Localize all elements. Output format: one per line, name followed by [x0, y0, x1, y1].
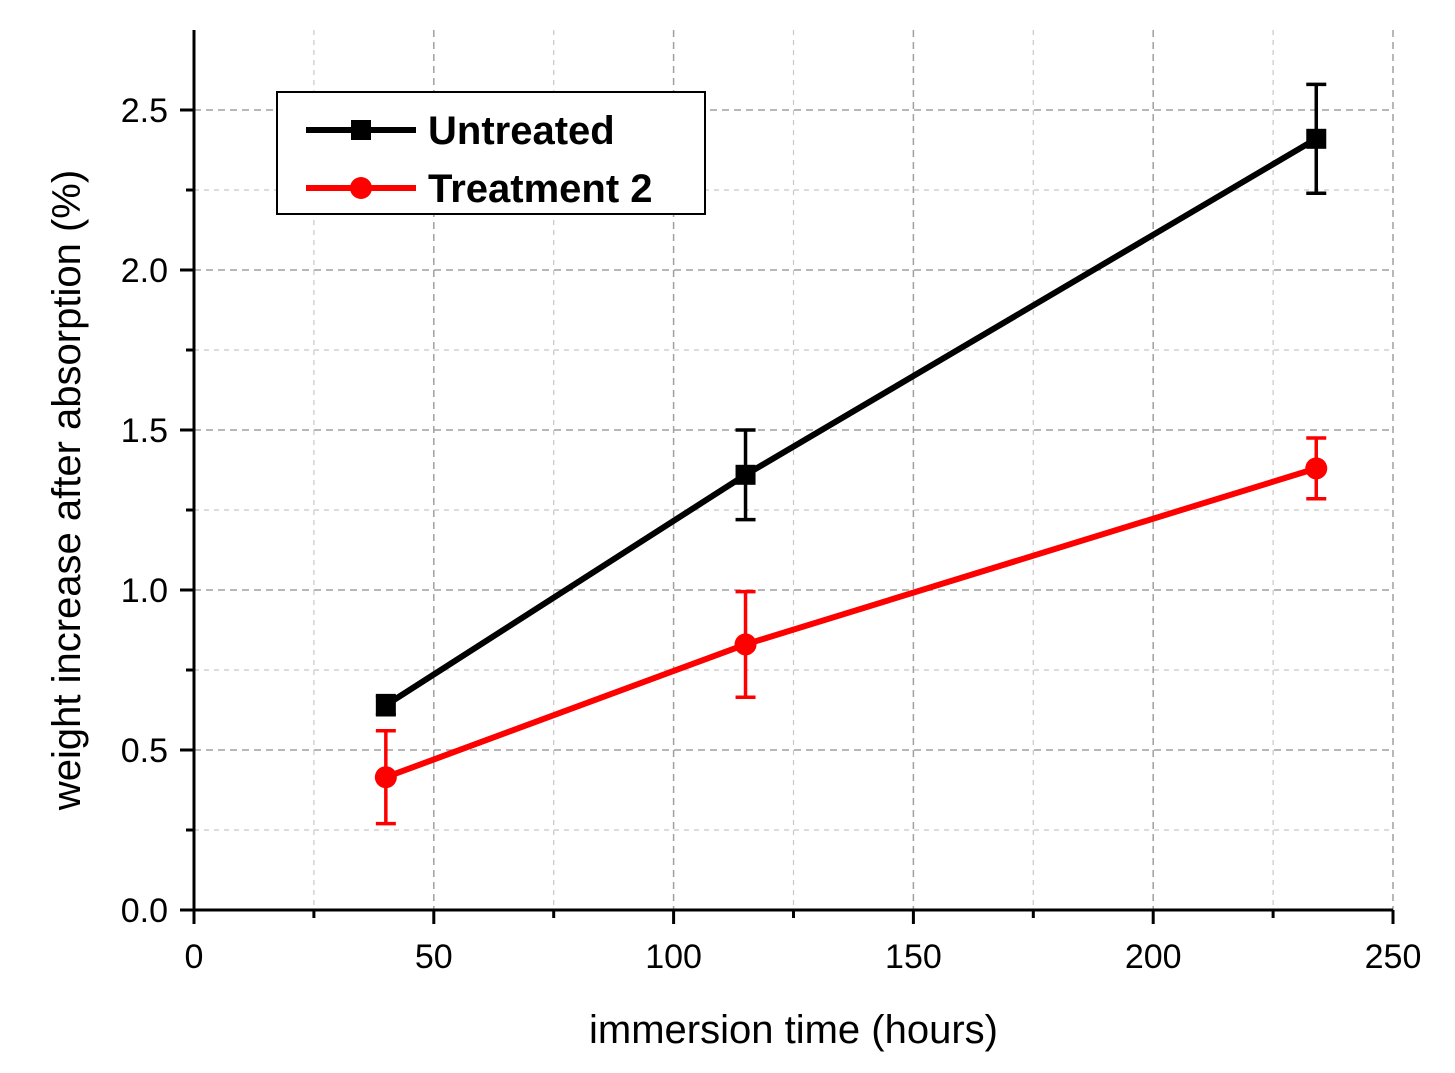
y-axis-title: weight increase after absorption (%) [45, 170, 89, 811]
y-tick-label: 1.0 [121, 572, 168, 610]
y-tick-label: 0.0 [121, 892, 168, 930]
axes: 0 50 100 150 200 250 0.0 0.5 1.0 1.5 2.0 2.5 [121, 30, 1422, 976]
legend-label: Treatment 2 [428, 167, 653, 211]
x-tick-label: 250 [1365, 938, 1422, 976]
data-point [735, 464, 756, 485]
x-tick-label: 150 [885, 938, 942, 976]
x-tick-label: 0 [185, 938, 204, 976]
y-tick-label: 2.0 [121, 252, 168, 290]
x-tick-label: 50 [415, 938, 453, 976]
y-tick-label: 1.5 [121, 412, 168, 450]
series-treatment-2 [374, 436, 1328, 826]
data-point [374, 766, 397, 789]
legend-label: Untreated [428, 109, 615, 153]
x-tick-label: 100 [645, 938, 702, 976]
data-point [1306, 128, 1327, 149]
legend-marker [351, 120, 371, 140]
legend: Untreated Treatment 2 [276, 91, 706, 215]
data-point [1305, 457, 1328, 480]
data-point [734, 633, 757, 656]
series-line [384, 465, 1318, 781]
legend-box [276, 91, 706, 215]
x-axis-title: immersion time (hours) [589, 1008, 998, 1052]
y-tick-label: 0.5 [121, 732, 168, 770]
x-tick-label: 200 [1125, 938, 1182, 976]
series-line [384, 136, 1318, 708]
data-point [375, 695, 396, 716]
legend-marker [350, 177, 372, 199]
series-group [374, 82, 1328, 826]
series-untreated [375, 82, 1327, 717]
y-tick-label: 2.5 [121, 92, 168, 130]
grid [194, 30, 1394, 910]
